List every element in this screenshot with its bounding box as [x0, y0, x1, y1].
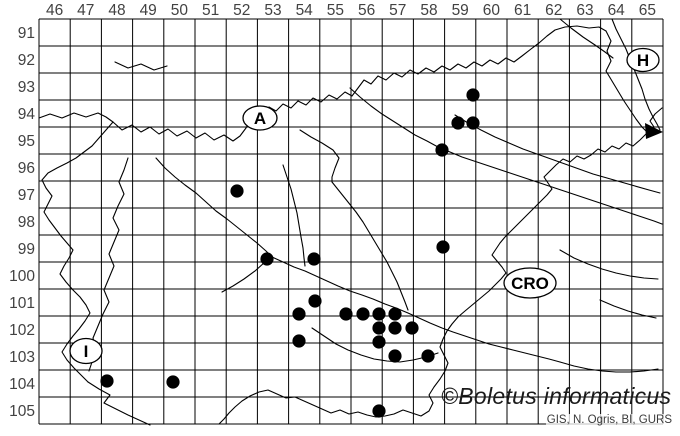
row-label: 103	[9, 349, 35, 366]
row-label: 102	[9, 322, 35, 339]
occurrence-dot	[339, 307, 353, 321]
column-label: 55	[327, 2, 344, 19]
occurrence-dot	[372, 321, 386, 335]
column-label: 56	[358, 2, 375, 19]
column-labels: 46 47 48 49 50 51 52 53 54 55 56 57 58 59 60 61 62 63 64 65	[46, 2, 656, 19]
column-label: 52	[233, 2, 250, 19]
column-label: 60	[483, 2, 501, 19]
occurrence-dot	[466, 88, 480, 102]
occurrence-dot	[388, 349, 402, 363]
occurrence-dot	[405, 321, 419, 335]
column-label: 64	[608, 2, 626, 19]
row-label: 98	[18, 214, 35, 231]
occurrence-dot	[292, 307, 306, 321]
row-label: 95	[18, 133, 35, 150]
column-label: 49	[140, 2, 157, 19]
occurrence-dot	[388, 321, 402, 335]
country-labels: A H CRO I	[69, 47, 660, 365]
occurrence-dot	[292, 334, 306, 348]
occurrence-dot	[372, 335, 386, 349]
occurrence-dot	[372, 307, 386, 321]
row-label: 101	[9, 295, 35, 312]
river-sava	[155, 157, 561, 363]
column-label: 48	[108, 2, 125, 19]
river-drava	[349, 87, 663, 225]
country-label-italy: I	[84, 342, 89, 361]
column-label: 65	[639, 2, 656, 19]
river-croatia-1	[559, 249, 659, 280]
occurrence-dot	[307, 252, 321, 266]
country-oval-hungary	[626, 47, 660, 73]
column-label: 46	[46, 2, 63, 19]
column-label: 53	[264, 2, 281, 19]
watermark: ©Boletus informaticus	[441, 383, 672, 409]
row-label: 105	[9, 403, 35, 420]
country-label-austria: A	[254, 109, 266, 128]
river-raba	[559, 18, 614, 59]
river-ne-tributary	[649, 107, 663, 128]
column-label: 57	[389, 2, 406, 19]
occurrence-dot	[100, 374, 114, 388]
column-label: 61	[514, 2, 531, 19]
row-label: 99	[18, 241, 35, 258]
river-kamniska-bistrica	[282, 164, 306, 267]
utm-grid	[38, 18, 664, 425]
border-austria-italy-west	[38, 112, 114, 123]
occurrence-dot	[388, 307, 402, 321]
coastline	[87, 381, 151, 426]
column-label: 62	[545, 2, 562, 19]
river-croatia-2	[599, 299, 657, 319]
column-label: 47	[77, 2, 94, 19]
river-sava-lower	[559, 361, 659, 373]
country-oval-croatia	[503, 267, 557, 299]
occurrence-dot	[436, 240, 450, 254]
mura-exit-arrow	[645, 123, 663, 139]
country-oval-italy	[69, 337, 103, 365]
row-label: 100	[9, 268, 35, 285]
occurrence-dot	[466, 116, 480, 130]
occurrence-dots	[100, 88, 480, 418]
river-savinja	[331, 181, 409, 311]
occurrence-dot	[356, 307, 370, 321]
occurrence-dot	[451, 116, 465, 130]
river-austria-squiggle	[114, 61, 168, 71]
row-label: 96	[18, 160, 35, 177]
river-pesnica	[454, 114, 661, 194]
occurrence-dot	[308, 294, 322, 308]
row-label: 104	[9, 376, 35, 393]
border-croatia-south	[218, 132, 648, 425]
occurrence-dot	[435, 143, 449, 157]
occurrence-dot	[260, 252, 274, 266]
occurrence-dot	[372, 404, 386, 418]
credits: GIS, N. Ogris, BI, GURS	[545, 414, 673, 426]
border-austria-north	[112, 25, 607, 142]
country-oval-austria	[242, 105, 278, 131]
occurrence-dot	[421, 349, 435, 363]
column-label: 58	[420, 2, 437, 19]
column-label: 51	[202, 2, 219, 19]
row-label: 93	[18, 79, 35, 96]
country-label-hungary: H	[637, 51, 649, 70]
river-soca	[88, 157, 129, 372]
column-label: 54	[296, 2, 314, 19]
column-label: 63	[576, 2, 593, 19]
river-krka	[311, 327, 439, 363]
row-label: 97	[18, 187, 35, 204]
occurrence-dot	[230, 184, 244, 198]
row-labels: 91 92 93 94 95 96 97 98 99 100 101 102 103 104 105	[9, 25, 35, 420]
column-label: 59	[452, 2, 469, 19]
river-mura	[611, 18, 661, 131]
border-hungary-east	[605, 30, 648, 133]
row-label: 94	[18, 106, 36, 123]
country-label-croatia: CRO	[511, 274, 549, 293]
occurrence-dot	[166, 375, 180, 389]
row-label: 92	[18, 52, 35, 69]
row-label: 91	[18, 25, 35, 42]
column-label: 50	[171, 2, 189, 19]
